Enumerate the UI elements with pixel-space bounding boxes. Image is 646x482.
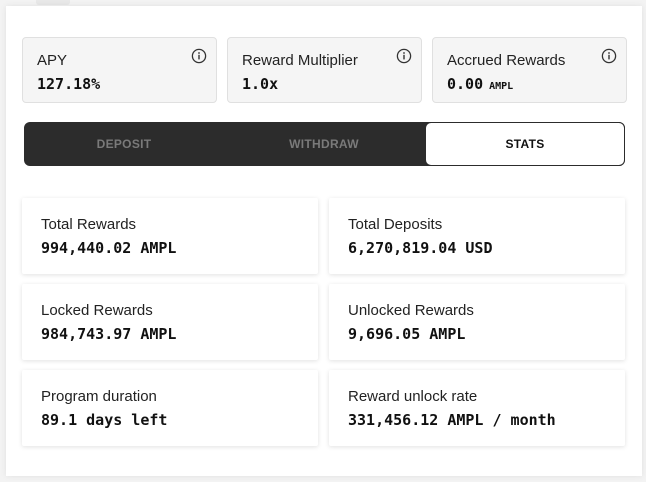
apy-value: 127.18%: [37, 75, 101, 93]
locked-rewards-card: Locked Rewards 984,743.97 AMPL: [22, 284, 318, 360]
program-duration-value: 89.1 days left: [41, 411, 168, 429]
accrued-rewards-amount: 0.00: [447, 75, 484, 93]
info-icon[interactable]: [396, 48, 412, 64]
unlocked-rewards-value: 9,696.05 AMPL: [348, 325, 466, 343]
reward-unlock-rate-card: Reward unlock rate 331,456.12 AMPL / mon…: [329, 370, 625, 446]
total-deposits-value: 6,270,819.04 USD: [348, 239, 493, 257]
unlocked-rewards-label: Unlocked Rewards: [348, 302, 474, 319]
total-deposits-label: Total Deposits: [348, 216, 443, 233]
reward-unlock-rate-value: 331,456.12 AMPL / month: [348, 411, 556, 429]
info-icon[interactable]: [601, 48, 617, 64]
accrued-rewards-value: 0.00 AMPL: [447, 75, 513, 93]
stats-panel: APY 127.18% Reward Multiplier 1.0x Accru…: [6, 6, 642, 476]
reward-multiplier-label: Reward Multiplier: [242, 52, 358, 69]
total-deposits-card: Total Deposits 6,270,819.04 USD: [329, 198, 625, 274]
tab-deposit[interactable]: DEPOSIT: [96, 137, 152, 151]
reward-multiplier-value: 1.0x: [242, 75, 279, 93]
apy-card: APY 127.18%: [22, 37, 217, 103]
info-icon[interactable]: [191, 48, 207, 64]
tab-withdraw[interactable]: WITHDRAW: [289, 137, 359, 151]
accrued-rewards-unit: AMPL: [489, 81, 514, 92]
unlocked-rewards-card: Unlocked Rewards 9,696.05 AMPL: [329, 284, 625, 360]
top-tab-stub: [36, 0, 70, 5]
program-duration-card: Program duration 89.1 days left: [22, 370, 318, 446]
accrued-rewards-label: Accrued Rewards: [447, 52, 566, 69]
reward-multiplier-card: Reward Multiplier 1.0x: [227, 37, 422, 103]
tab-bar: DEPOSIT WITHDRAW STATS: [24, 122, 625, 166]
accrued-rewards-card: Accrued Rewards 0.00 AMPL: [432, 37, 627, 103]
total-rewards-card: Total Rewards 994,440.02 AMPL: [22, 198, 318, 274]
program-duration-label: Program duration: [41, 388, 157, 405]
total-rewards-label: Total Rewards: [41, 216, 137, 233]
locked-rewards-value: 984,743.97 AMPL: [41, 325, 177, 343]
reward-unlock-rate-label: Reward unlock rate: [348, 388, 478, 405]
tab-stats[interactable]: STATS: [425, 122, 625, 166]
locked-rewards-label: Locked Rewards: [41, 302, 153, 319]
total-rewards-value: 994,440.02 AMPL: [41, 239, 177, 257]
apy-label: APY: [37, 52, 68, 69]
